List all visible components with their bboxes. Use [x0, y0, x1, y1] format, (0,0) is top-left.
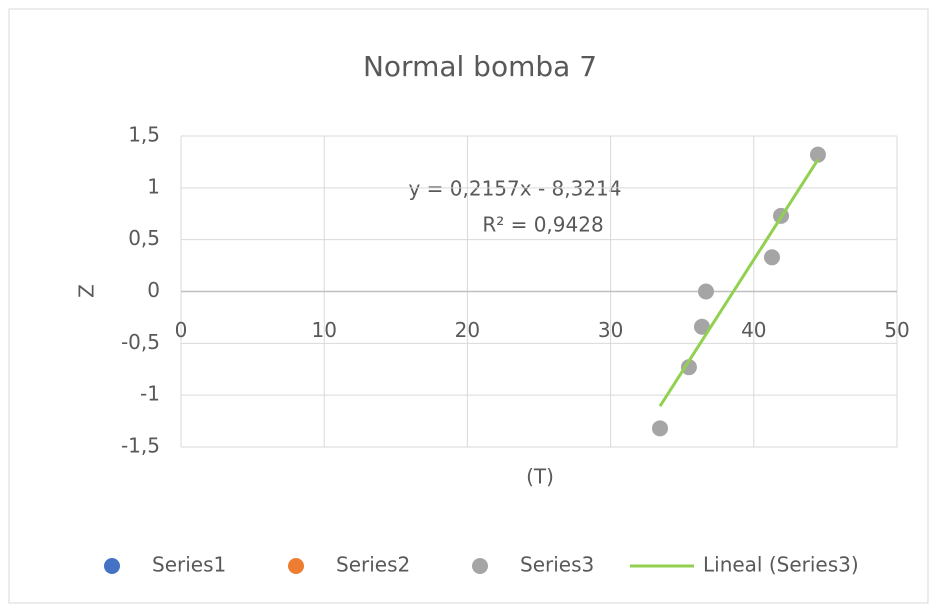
point — [680, 359, 697, 376]
point — [693, 318, 710, 335]
y-tick-label: -1,5 — [121, 434, 160, 458]
point — [697, 283, 714, 300]
legend-label: Series2 — [336, 553, 410, 577]
y-tick-label: 1 — [147, 174, 160, 198]
x-tick-label: 30 — [598, 318, 623, 342]
trendline — [658, 158, 820, 407]
y-axis-label: Z — [75, 284, 99, 298]
point — [763, 249, 780, 266]
x-tick-label: 40 — [741, 318, 766, 342]
y-tick-label: -0,5 — [121, 330, 160, 354]
x-tick-label: 0 — [175, 318, 188, 342]
chart-border — [8, 8, 929, 604]
y-tick-label: -1 — [140, 382, 160, 406]
legend-marker — [288, 558, 304, 574]
y-tick-label: 0,5 — [128, 226, 160, 250]
trend-r2: R² = 0,9428 — [482, 213, 603, 237]
x-tick-label: 10 — [311, 318, 336, 342]
legend-label: Lineal (Series3) — [703, 553, 859, 577]
x-axis-label: (T) — [526, 465, 554, 489]
y-tick-label: 1,5 — [128, 123, 160, 147]
legend-marker — [472, 558, 488, 574]
x-tick-label: 20 — [455, 318, 480, 342]
point — [809, 146, 826, 163]
point — [652, 420, 669, 437]
trend-equation: y = 0,2157x - 8,3214 — [408, 177, 621, 201]
legend-label: Series3 — [520, 553, 594, 577]
legend-marker — [104, 558, 120, 574]
chart-title: Normal bomba 7 — [363, 50, 597, 83]
x-tick-label: 50 — [884, 318, 909, 342]
y-tick-label: 0 — [147, 278, 160, 302]
legend-label: Series1 — [152, 553, 226, 577]
